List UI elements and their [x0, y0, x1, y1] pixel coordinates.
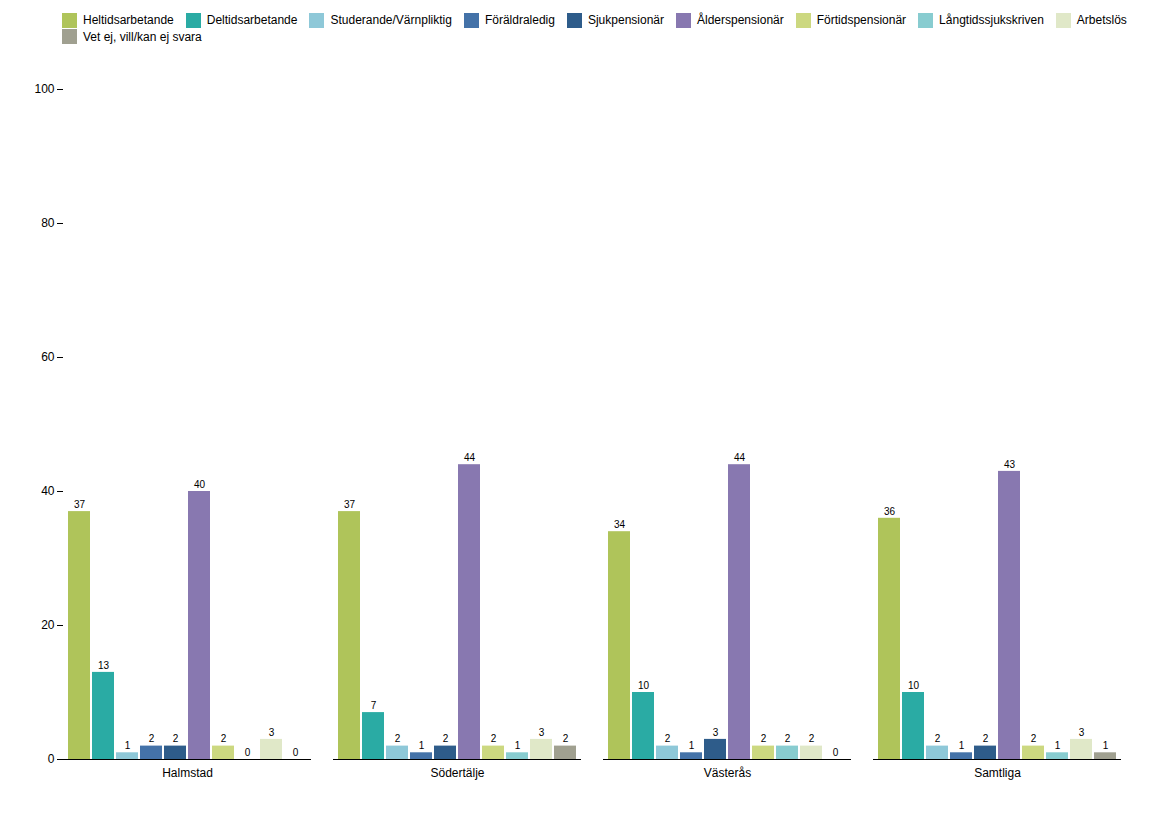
svg-text:2: 2	[983, 733, 989, 744]
html-text:Deltidsarbetande: Deltidsarbetande	[206, 13, 298, 28]
svg-text:44: 44	[734, 452, 746, 463]
svg-text:0: 0	[48, 752, 55, 766]
svg-text:13: 13	[98, 660, 110, 671]
svg-text:1: 1	[419, 740, 425, 751]
svg-text:2: 2	[809, 733, 815, 744]
svg-text:1: 1	[125, 740, 131, 751]
svg-text:2: 2	[221, 733, 227, 744]
html-text:Vet ej, vill/kan ej svara: Vet ej, vill/kan ej svara	[83, 29, 202, 44]
svg-text:Södertälje: Södertälje	[430, 766, 484, 780]
svg-text:1: 1	[959, 740, 965, 751]
svg-text:0: 0	[245, 747, 251, 758]
svg-text:10: 10	[908, 680, 920, 691]
svg-text:37: 37	[74, 499, 86, 510]
svg-text:0: 0	[833, 747, 839, 758]
html-text:Sjukpensionär: Sjukpensionär	[587, 13, 664, 28]
svg-text:37: 37	[344, 499, 356, 510]
svg-text:1: 1	[515, 740, 521, 751]
svg-text:43: 43	[1004, 459, 1016, 470]
svg-text:3: 3	[539, 727, 545, 738]
svg-text:2: 2	[563, 733, 569, 744]
svg-text:44: 44	[464, 452, 476, 463]
svg-text:3: 3	[269, 727, 275, 738]
svg-text:2: 2	[785, 733, 791, 744]
svg-text:3: 3	[713, 727, 719, 738]
svg-text:36: 36	[884, 506, 896, 517]
svg-text:100: 100	[34, 82, 54, 96]
svg-text:2: 2	[935, 733, 941, 744]
html-text:Arbetslös: Arbetslös	[1076, 13, 1127, 28]
svg-text:80: 80	[41, 216, 55, 230]
svg-text:2: 2	[761, 733, 767, 744]
svg-text:2: 2	[491, 733, 497, 744]
svg-text:7: 7	[371, 700, 377, 711]
svg-text:2: 2	[173, 733, 179, 744]
html-text:Ålderspensionär: Ålderspensionär	[697, 13, 784, 28]
svg-text:Samtliga: Samtliga	[974, 766, 1021, 780]
svg-text:2: 2	[665, 733, 671, 744]
svg-text:60: 60	[41, 350, 55, 364]
svg-text:1: 1	[1055, 740, 1061, 751]
svg-text:1: 1	[689, 740, 695, 751]
svg-text:40: 40	[194, 479, 206, 490]
svg-text:40: 40	[41, 484, 55, 498]
svg-text:2: 2	[1031, 733, 1037, 744]
svg-text:10: 10	[638, 680, 650, 691]
svg-text:Halmstad: Halmstad	[162, 766, 213, 780]
svg-text:Västerås: Västerås	[704, 766, 751, 780]
svg-text:20: 20	[41, 618, 55, 632]
html-text:Studerande/Värnpliktig: Studerande/Värnpliktig	[330, 13, 452, 28]
html-text:Förtidspensionär: Förtidspensionär	[816, 13, 907, 28]
svg-text:34: 34	[614, 519, 626, 530]
html-text:Föräldraledig: Föräldraledig	[484, 13, 555, 28]
svg-text:0: 0	[293, 747, 299, 758]
html-text:Långtidssjukskriven: Långtidssjukskriven	[939, 13, 1044, 28]
svg-text:1: 1	[1103, 740, 1109, 751]
html-text:Heltidsarbetande: Heltidsarbetande	[83, 13, 174, 28]
svg-text:2: 2	[443, 733, 449, 744]
svg-text:3: 3	[1079, 727, 1085, 738]
svg-text:2: 2	[149, 733, 155, 744]
svg-text:2: 2	[395, 733, 401, 744]
